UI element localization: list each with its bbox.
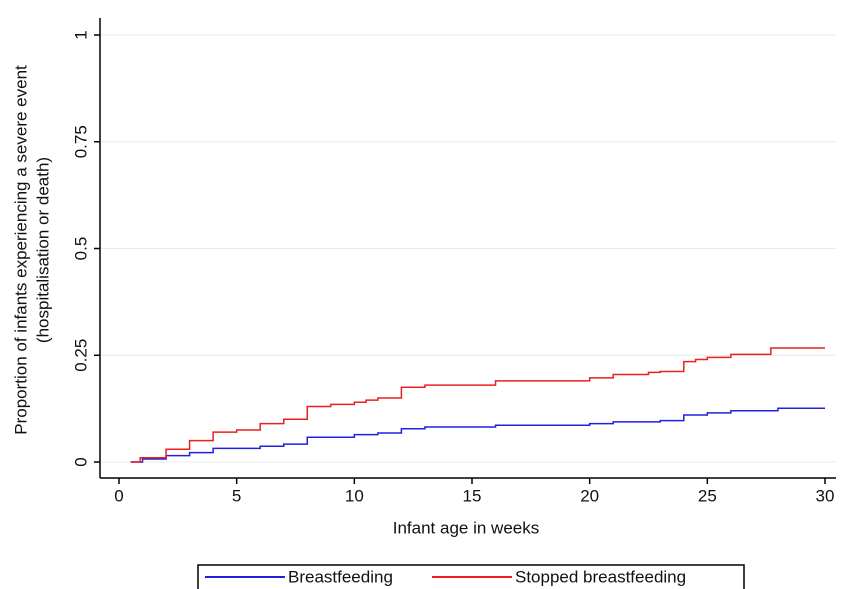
x-tick-label: 5 xyxy=(232,486,241,505)
y-tick-label: 0.25 xyxy=(71,339,90,372)
y-tick-label: 1 xyxy=(71,30,90,39)
step-line xyxy=(130,347,825,463)
x-tick-label: 15 xyxy=(463,486,482,505)
x-tick-label: 20 xyxy=(580,486,599,505)
x-tick-label: 0 xyxy=(114,486,123,505)
y-tick-label: 0.5 xyxy=(71,237,90,261)
step-line xyxy=(130,407,825,463)
x-tick-label: 25 xyxy=(698,486,717,505)
x-tick-label: 10 xyxy=(345,486,364,505)
legend-label: Stopped breastfeeding xyxy=(515,567,686,586)
y-tick-label: 0 xyxy=(71,457,90,466)
y-axis-label: Proportion of infants experiencing a sev… xyxy=(11,65,30,435)
legend-label: Breastfeeding xyxy=(288,567,393,586)
x-axis-label: Infant age in weeks xyxy=(393,518,539,537)
x-tick-label: 30 xyxy=(816,486,835,505)
y-axis-label: (hospitalisation or death) xyxy=(33,157,52,343)
y-tick-label: 0.75 xyxy=(71,125,90,158)
